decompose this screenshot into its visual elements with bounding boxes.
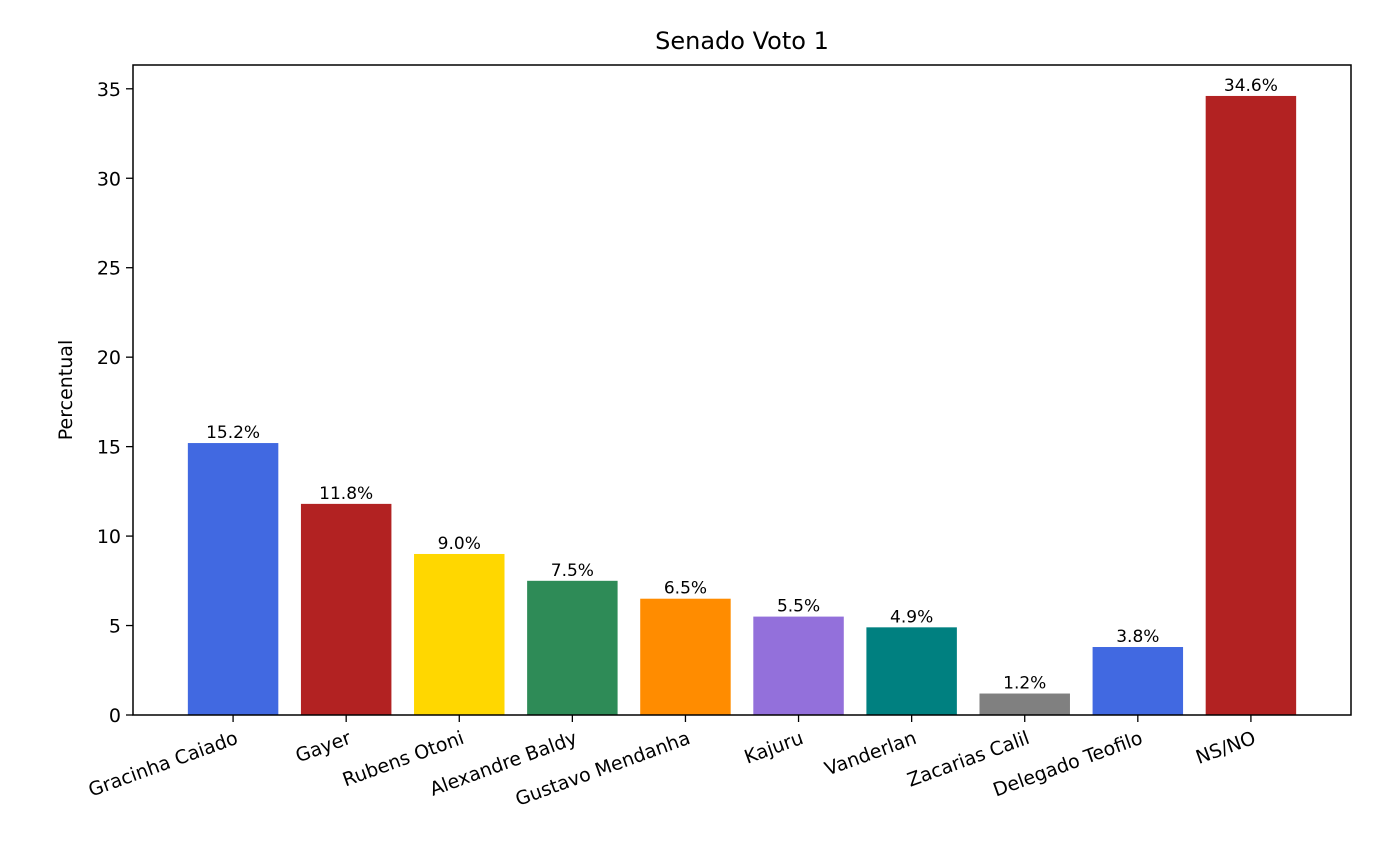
bar-0	[187, 443, 279, 715]
y-tick-label-7: 35	[97, 79, 121, 101]
bar-3	[527, 580, 618, 715]
bar-9	[1205, 95, 1297, 715]
y-axis-label: Percentual	[55, 340, 77, 440]
y-tick-label-1: 5	[109, 616, 121, 638]
y-tick-label-2: 10	[97, 526, 121, 548]
data-label-2: 9.0%	[438, 534, 481, 554]
y-tick-label-6: 30	[97, 168, 121, 190]
bar-2	[414, 553, 505, 715]
data-label-8: 3.8%	[1116, 627, 1159, 647]
data-label-3: 7.5%	[551, 561, 594, 581]
y-tick-label-4: 20	[97, 347, 121, 369]
data-label-5: 5.5%	[777, 597, 820, 617]
data-label-0: 15.2%	[206, 423, 260, 443]
x-tick-label-5: Kajuru	[741, 727, 806, 769]
bar-4	[640, 598, 731, 715]
bar-6	[866, 627, 957, 715]
data-label-9: 34.6%	[1224, 76, 1278, 96]
y-tick-label-5: 25	[97, 258, 121, 280]
bar-7	[979, 693, 1070, 715]
x-tick-label-1: Gayer	[293, 727, 354, 767]
bar-1	[300, 503, 392, 715]
bar-5	[753, 616, 844, 715]
data-label-7: 1.2%	[1003, 674, 1046, 694]
x-tick-label-9: NS/NO	[1193, 727, 1259, 769]
y-tick-label-0: 0	[109, 705, 121, 727]
x-tick-label-0: Gracinha Caiado	[86, 727, 241, 801]
data-label-1: 11.8%	[319, 484, 373, 504]
y-tick-label-3: 15	[97, 437, 121, 459]
chart-title: Senado Voto 1	[655, 27, 829, 55]
plot-frame	[132, 64, 1352, 716]
data-label-4: 6.5%	[664, 579, 707, 599]
data-label-6: 4.9%	[890, 607, 933, 627]
bar-8	[1092, 647, 1184, 715]
